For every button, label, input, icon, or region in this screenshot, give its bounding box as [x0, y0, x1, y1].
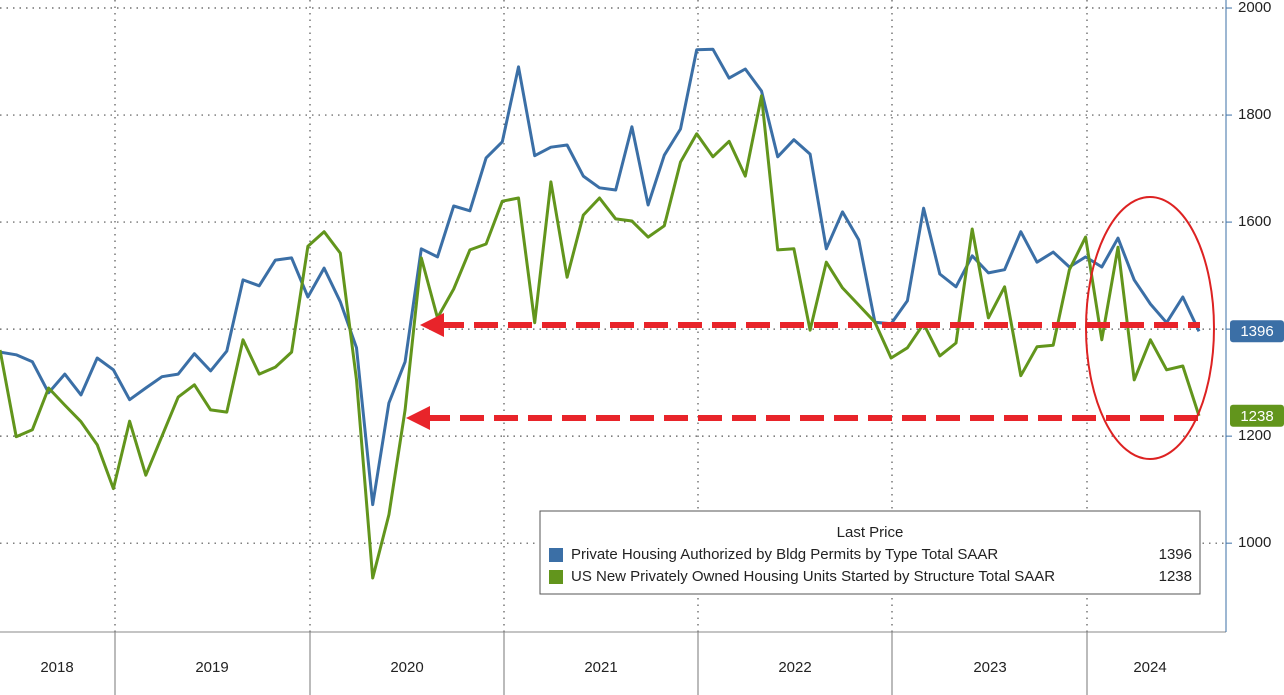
highlight-ellipse: [1085, 196, 1215, 460]
last-value-label: 1238: [1240, 408, 1273, 425]
arrow-head: [420, 313, 444, 337]
legend-value: 1238: [1159, 568, 1192, 585]
last-value-label: 1396: [1240, 323, 1273, 340]
y-tick-label: 1800: [1238, 106, 1271, 123]
last-value-badge: [1230, 404, 1284, 427]
x-tick-label: 2019: [195, 659, 228, 676]
y-tick-label: 1600: [1238, 213, 1271, 230]
x-tick-label: 2018: [40, 659, 73, 676]
x-tick-label: 2024: [1133, 659, 1166, 676]
x-tick-label: 2023: [973, 659, 1006, 676]
x-tick-label: 2020: [390, 659, 423, 676]
last-value-badge: [1230, 320, 1284, 343]
x-tick-label: 2022: [778, 659, 811, 676]
series-line: [0, 47, 1201, 507]
arrow-head: [406, 406, 430, 430]
y-tick-label: 1200: [1238, 427, 1271, 444]
legend-swatch: [549, 548, 563, 562]
legend-box: [539, 510, 1201, 595]
legend-label: Private Housing Authorized by Bldg Permi…: [571, 546, 998, 563]
legend-swatch: [549, 570, 563, 584]
y-tick-label: 1000: [1238, 534, 1271, 551]
annotations: [406, 196, 1215, 460]
x-tick-label: 2021: [584, 659, 617, 676]
legend: Last Price: [539, 510, 1201, 595]
legend-title: Last Price: [837, 524, 904, 541]
legend-value: 1396: [1159, 546, 1192, 563]
y-tick-label: 2000: [1238, 0, 1271, 16]
plot: [0, 7, 1226, 580]
legend-label: US New Privately Owned Housing Units Sta…: [571, 568, 1055, 585]
series-line: [0, 94, 1201, 580]
